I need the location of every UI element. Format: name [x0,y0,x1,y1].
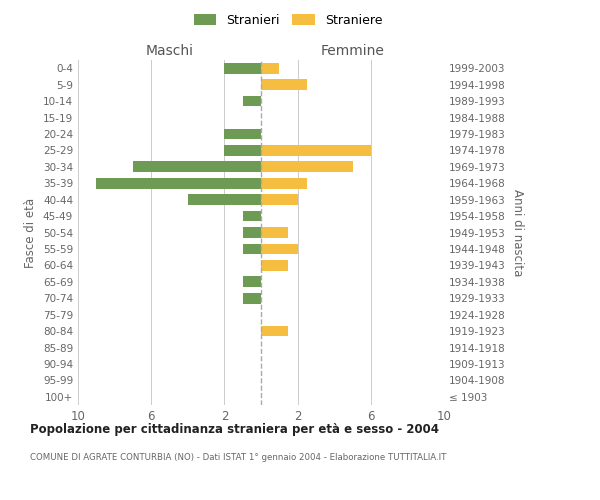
Bar [261,227,289,238]
Bar [96,178,261,188]
Text: Maschi: Maschi [146,44,193,58]
Y-axis label: Fasce di età: Fasce di età [25,198,37,268]
Bar [242,96,261,106]
Bar [261,178,307,188]
Bar [261,244,298,254]
Bar [261,80,307,90]
Text: Popolazione per cittadinanza straniera per età e sesso - 2004: Popolazione per cittadinanza straniera p… [30,422,439,436]
Bar [261,194,298,205]
Bar [261,260,289,270]
Bar [242,293,261,304]
Bar [261,162,353,172]
Bar [242,227,261,238]
Legend: Stranieri, Straniere: Stranieri, Straniere [189,8,387,32]
Bar [261,326,289,336]
Text: COMUNE DI AGRATE CONTURBIA (NO) - Dati ISTAT 1° gennaio 2004 - Elaborazione TUTT: COMUNE DI AGRATE CONTURBIA (NO) - Dati I… [30,452,446,462]
Bar [242,244,261,254]
Bar [242,276,261,287]
Y-axis label: Anni di nascita: Anni di nascita [511,189,524,276]
Bar [242,210,261,222]
Bar [133,162,261,172]
Bar [188,194,261,205]
Bar [224,128,261,140]
Bar [261,63,280,74]
Bar [224,63,261,74]
Bar [261,145,371,156]
Bar [224,145,261,156]
Text: Femmine: Femmine [320,44,385,58]
